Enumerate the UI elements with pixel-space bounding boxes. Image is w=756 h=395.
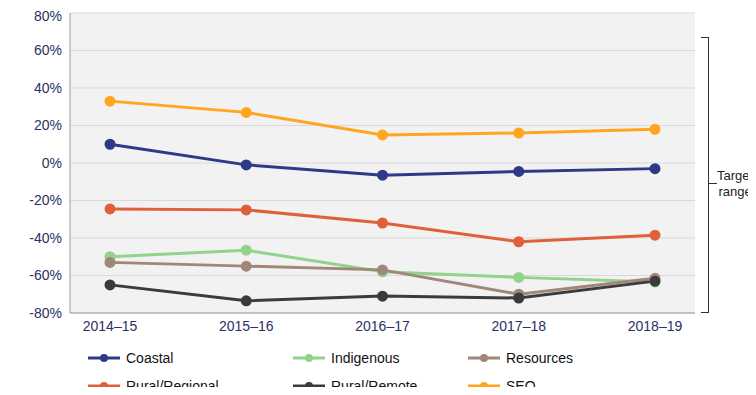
svg-text:-40%: -40%: [29, 230, 62, 246]
svg-text:20%: 20%: [34, 117, 62, 133]
svg-text:2015–16: 2015–16: [219, 318, 274, 334]
svg-text:2018–19: 2018–19: [628, 318, 683, 334]
html-text:Rural/Regional: Rural/Regional: [126, 378, 219, 394]
svg-text:40%: 40%: [34, 80, 62, 96]
html-text:Resources: Resources: [506, 350, 573, 366]
svg-text:60%: 60%: [34, 42, 62, 58]
html-text:Coastal: Coastal: [126, 350, 174, 366]
svg-text:0%: 0%: [42, 155, 62, 171]
svg-text:-80%: -80%: [29, 305, 62, 321]
html-text:SEQ: SEQ: [506, 378, 536, 394]
svg-text:2014–15: 2014–15: [83, 318, 138, 334]
html-text:Rural/Remote: Rural/Remote: [331, 378, 418, 394]
html-text:Target range: Target range: [716, 168, 754, 199]
svg-text:2016–17: 2016–17: [355, 318, 410, 334]
svg-text:80%: 80%: [34, 8, 62, 24]
svg-text:-60%: -60%: [29, 267, 62, 283]
svg-text:2017–18: 2017–18: [491, 318, 546, 334]
svg-text:-20%: -20%: [29, 192, 62, 208]
html-text:Indigenous: Indigenous: [331, 350, 400, 366]
